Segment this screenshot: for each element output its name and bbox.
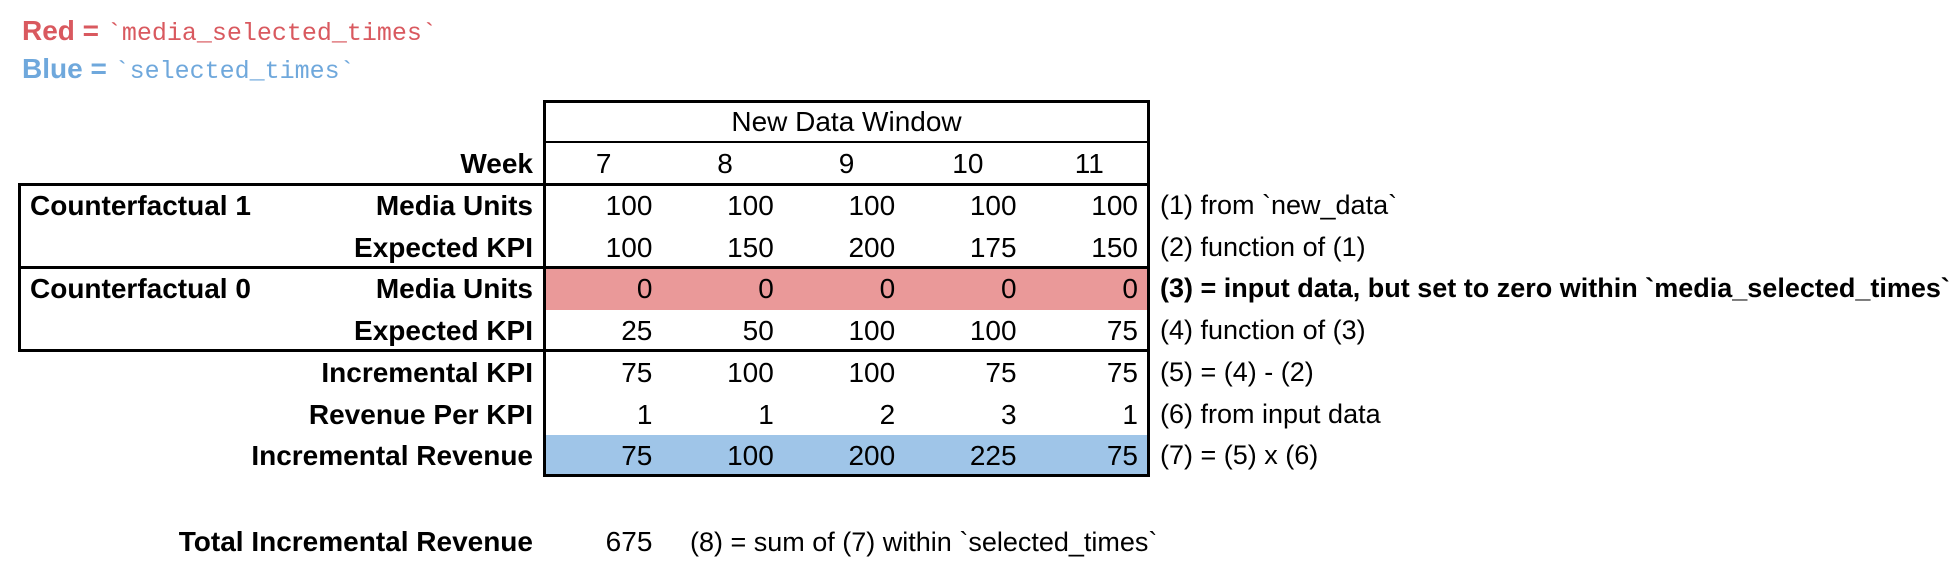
value-cell: 1 bbox=[636, 398, 653, 430]
week-number: 8 bbox=[717, 148, 733, 179]
row-annotation: (1) from `new_data` bbox=[1160, 190, 1398, 220]
value-cell: 100 bbox=[1091, 190, 1138, 221]
value-cell: 225 bbox=[969, 440, 1017, 472]
value-cell: 1 bbox=[758, 398, 774, 430]
table-right-border bbox=[1147, 100, 1150, 477]
value-cell: 75 bbox=[1106, 315, 1138, 347]
value-cell: 75 bbox=[1106, 356, 1138, 388]
value-cell: 175 bbox=[969, 231, 1017, 263]
value-cell: 0 bbox=[879, 273, 896, 305]
total-row: Total Incremental Revenue 675 (8) = sum … bbox=[0, 521, 1960, 563]
week-row: Week 7 8 9 10 11 bbox=[0, 143, 1960, 185]
new-data-window-header: New Data Window bbox=[731, 106, 962, 137]
row-annotation: (4) function of (3) bbox=[1160, 315, 1366, 346]
table-row-highlighted-red: Counterfactual 0 Media Units 0 0 0 0 0 (… bbox=[0, 268, 1960, 310]
row-annotation: (3) = input data, but set to zero within… bbox=[1160, 273, 1950, 304]
legend-blue-line: Blue = `selected_times` bbox=[22, 50, 437, 88]
value-cell: 100 bbox=[727, 440, 774, 472]
value-cell: 100 bbox=[605, 231, 653, 263]
value-cell: 50 bbox=[742, 315, 774, 347]
group-separator-line bbox=[18, 265, 1150, 269]
row-annotation: (6) from input data bbox=[1160, 398, 1381, 429]
row-label: Media Units bbox=[375, 190, 533, 221]
legend: Red = `media_selected_times` Blue = `sel… bbox=[22, 12, 437, 88]
week-separator-line bbox=[18, 182, 1150, 186]
row-label: Incremental Revenue bbox=[251, 440, 533, 472]
legend-red-eq: = bbox=[74, 15, 107, 46]
legend-red-line: Red = `media_selected_times` bbox=[22, 12, 437, 50]
value-cell: 100 bbox=[727, 356, 774, 388]
value-cell: 200 bbox=[848, 440, 896, 472]
value-cell: 100 bbox=[969, 315, 1017, 347]
value-cell: 0 bbox=[1122, 273, 1138, 305]
table-row-highlighted-blue: Incremental Revenue 75 100 200 225 75 (7… bbox=[0, 435, 1960, 477]
group-label-counterfactual-1: Counterfactual 1 bbox=[30, 190, 251, 221]
table-top-border bbox=[543, 100, 1150, 103]
table-bottom-border bbox=[543, 474, 1150, 477]
row-label: Expected KPI bbox=[354, 231, 533, 263]
week-number: 7 bbox=[595, 148, 612, 179]
legend-blue-code: `selected_times` bbox=[114, 57, 355, 86]
value-cell: 100 bbox=[969, 190, 1017, 221]
total-annotation: (8) = sum of (7) within `selected_times` bbox=[690, 527, 1158, 557]
value-cell: 75 bbox=[621, 440, 653, 472]
row-label: Incremental KPI bbox=[321, 356, 533, 388]
value-cell: 100 bbox=[727, 190, 774, 221]
row-label: Media Units bbox=[375, 273, 533, 305]
week-label: Week bbox=[460, 148, 533, 179]
value-cell: 0 bbox=[636, 273, 653, 305]
table-header-row: New Data Window bbox=[0, 100, 1960, 143]
week-number: 11 bbox=[1074, 148, 1104, 179]
value-cell: 0 bbox=[1001, 273, 1017, 305]
legend-red-term: Red bbox=[22, 15, 75, 46]
row-label: Revenue Per KPI bbox=[308, 398, 533, 430]
header-separator-line bbox=[543, 141, 1150, 143]
table-row: Revenue Per KPI 1 1 2 3 1 (6) from input… bbox=[0, 394, 1960, 436]
value-cell: 100 bbox=[848, 356, 896, 388]
value-cell: 75 bbox=[1106, 440, 1138, 472]
value-cell: 75 bbox=[621, 356, 653, 388]
value-cell: 75 bbox=[985, 356, 1017, 388]
value-cell: 1 bbox=[1122, 398, 1138, 430]
value-cell: 3 bbox=[1001, 398, 1017, 430]
total-value: 675 bbox=[605, 526, 653, 557]
legend-red-code: `media_selected_times` bbox=[106, 19, 437, 48]
table-row: Expected KPI 25 50 100 100 75 (4) functi… bbox=[0, 310, 1960, 352]
value-cell: 150 bbox=[727, 231, 774, 263]
row-annotation: (7) = (5) x (6) bbox=[1160, 440, 1319, 471]
value-cell: 100 bbox=[848, 315, 896, 347]
row-annotation: (2) function of (1) bbox=[1160, 231, 1366, 262]
table-row: Incremental KPI 75 100 100 75 75 (5) = (… bbox=[0, 352, 1960, 394]
media-selected-times-band bbox=[546, 268, 1147, 310]
value-cell: 200 bbox=[848, 231, 896, 263]
table-left-border bbox=[543, 100, 546, 477]
value-cell: 2 bbox=[879, 398, 896, 430]
week-number: 9 bbox=[838, 148, 855, 179]
selected-times-band bbox=[546, 435, 1147, 474]
value-cell: 100 bbox=[848, 190, 896, 221]
week-number: 10 bbox=[952, 148, 984, 179]
legend-blue-eq: = bbox=[82, 53, 115, 84]
row-label: Expected KPI bbox=[354, 315, 533, 347]
total-label: Total Incremental Revenue bbox=[178, 526, 533, 557]
legend-blue-term: Blue bbox=[22, 53, 83, 84]
table-row: Counterfactual 1 Media Units 100 100 100… bbox=[0, 185, 1960, 227]
value-cell: 100 bbox=[605, 190, 653, 221]
table-row: Expected KPI 100 150 200 175 150 (2) fun… bbox=[0, 227, 1960, 269]
value-cell: 0 bbox=[758, 273, 774, 305]
value-cell: 150 bbox=[1091, 231, 1138, 263]
value-cell: 25 bbox=[621, 315, 653, 347]
label-box-left-border bbox=[18, 182, 21, 352]
row-annotation: (5) = (4) - (2) bbox=[1160, 356, 1314, 387]
group-label-counterfactual-0: Counterfactual 0 bbox=[30, 273, 251, 305]
group-separator-line bbox=[18, 348, 1150, 352]
